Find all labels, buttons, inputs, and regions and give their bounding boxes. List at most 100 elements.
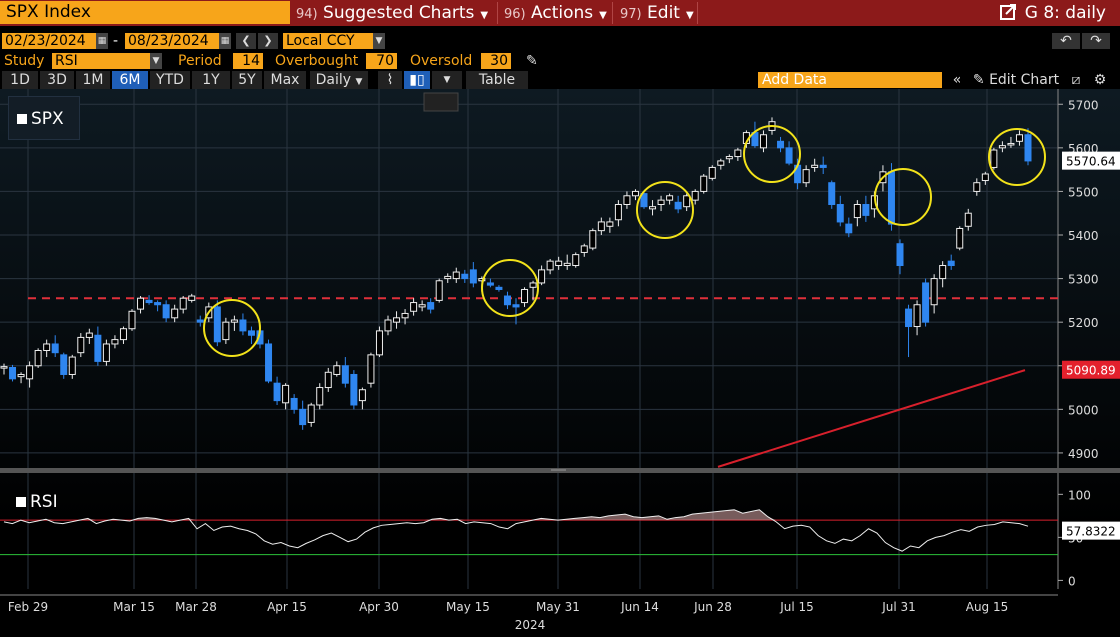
- actions-menu[interactable]: 96) Actions ▼: [504, 2, 607, 24]
- range-button-3d[interactable]: 3D: [40, 71, 74, 89]
- candle-body: [964, 212, 972, 227]
- candle-body: [393, 317, 401, 323]
- candle-body: [572, 254, 580, 267]
- candle-body: [145, 299, 153, 304]
- year-label: 2024: [515, 618, 546, 632]
- settings-gear-icon[interactable]: ⚙: [1090, 71, 1110, 89]
- suggested-charts-menu[interactable]: 94) Suggested Charts ▼: [296, 2, 488, 24]
- calendar-icon[interactable]: ▦: [96, 33, 108, 49]
- candle-body: [819, 164, 827, 168]
- candle-body: [17, 373, 25, 378]
- candle-body: [845, 223, 853, 234]
- candle-body: [521, 288, 529, 304]
- x-tick-label: Jul 15: [779, 600, 814, 614]
- start-date-field[interactable]: 02/23/2024: [2, 33, 96, 49]
- frequency-select[interactable]: Daily ▼: [310, 71, 368, 89]
- candle-body: [538, 269, 546, 284]
- candle-body: [589, 230, 597, 249]
- candle-body: [759, 134, 767, 149]
- candle-body: [290, 397, 298, 410]
- candle-body: [563, 262, 571, 267]
- candle-body: [606, 221, 614, 227]
- x-tick-label: Apr 15: [267, 600, 307, 614]
- undo-icon[interactable]: ↶: [1052, 33, 1080, 49]
- table-button[interactable]: Table: [466, 71, 528, 89]
- x-tick-label: Aug 15: [966, 600, 1009, 614]
- pop-out-icon[interactable]: [999, 3, 1017, 21]
- chart-type-dropdown-icon[interactable]: ▼: [432, 71, 462, 89]
- study-field[interactable]: RSI: [52, 53, 150, 69]
- candle-body: [990, 149, 998, 168]
- prev-period-button[interactable]: ❮: [236, 33, 256, 49]
- study-label: Study: [4, 53, 45, 69]
- oversold-field[interactable]: 30: [481, 53, 511, 69]
- candle-body: [469, 269, 477, 284]
- annotate-icon[interactable]: ⧄: [1066, 71, 1086, 89]
- line-chart-icon[interactable]: ⌇: [378, 71, 402, 89]
- candle-body: [802, 169, 810, 184]
- window-label: G 8: daily: [1024, 3, 1106, 23]
- range-button-max[interactable]: Max: [264, 71, 306, 89]
- candle-body: [546, 260, 554, 271]
- edit-chart-button[interactable]: ✎ Edit Chart: [970, 71, 1062, 89]
- candle-body: [213, 306, 221, 343]
- period-field[interactable]: 14: [233, 53, 263, 69]
- redo-icon[interactable]: ↷: [1082, 33, 1110, 49]
- divider: [612, 2, 613, 24]
- study-row: Study RSI ▼ Period 14 Overbought 70 Over…: [0, 52, 1120, 70]
- candle-chart-icon[interactable]: ▮▯: [404, 71, 430, 89]
- candle-body: [239, 319, 247, 332]
- candle-body: [691, 190, 699, 201]
- range-button-1m[interactable]: 1M: [76, 71, 110, 89]
- pencil-icon[interactable]: ✎: [526, 53, 538, 69]
- candle-body: [265, 343, 273, 382]
- x-tick-label: Jun 14: [620, 600, 659, 614]
- candle-body: [657, 199, 665, 205]
- candle-body: [734, 149, 742, 158]
- range-button-ytd[interactable]: YTD: [150, 71, 190, 89]
- candle-body: [273, 382, 281, 402]
- legend-swatch: [17, 114, 27, 124]
- candle-body: [862, 203, 870, 216]
- x-tick-label: Apr 30: [359, 600, 399, 614]
- y-tick-label: 5400: [1068, 229, 1099, 243]
- candle-body: [230, 319, 238, 323]
- candle-body: [137, 297, 145, 310]
- candle-body: [1007, 142, 1015, 146]
- calendar-icon[interactable]: ▦: [219, 33, 231, 49]
- candle-body: [0, 366, 8, 369]
- candle-body: [529, 282, 537, 288]
- rsi-value-label: 57.8322: [1066, 525, 1116, 539]
- x-tick-label: Jul 31: [881, 600, 916, 614]
- rsi-tick-label: 0: [1068, 574, 1076, 588]
- next-period-button[interactable]: ❯: [258, 33, 278, 49]
- price-chart[interactable]: 4900500051005200530054005500560057005570…: [0, 89, 1120, 637]
- range-button-1y[interactable]: 1Y: [192, 71, 230, 89]
- candle-body: [486, 282, 494, 286]
- currency-dropdown-icon[interactable]: ▼: [373, 33, 385, 49]
- y-tick-label: 5300: [1068, 273, 1099, 287]
- candle-body: [956, 227, 964, 249]
- range-button-5y[interactable]: 5Y: [232, 71, 262, 89]
- edit-menu[interactable]: 97) Edit ▼: [620, 2, 694, 24]
- period-label: Period: [178, 53, 222, 69]
- candle-body: [478, 278, 486, 282]
- rsi-tick-label: 100: [1068, 488, 1091, 502]
- candle-body: [77, 336, 85, 354]
- range-button-6m[interactable]: 6M: [112, 71, 148, 89]
- candle-body: [828, 182, 836, 205]
- study-dropdown-icon[interactable]: ▼: [150, 53, 162, 69]
- collapse-icon[interactable]: «: [946, 71, 968, 89]
- x-tick-label: May 15: [446, 600, 490, 614]
- ticker-field[interactable]: SPX Index: [0, 1, 290, 24]
- candle-body: [555, 260, 563, 267]
- overbought-field[interactable]: 70: [366, 53, 397, 69]
- oversold-label: Oversold: [410, 53, 473, 69]
- add-data-input[interactable]: Add Data: [758, 72, 942, 88]
- candle-body: [68, 356, 76, 375]
- x-tick-label: Mar 28: [175, 600, 217, 614]
- end-date-field[interactable]: 08/23/2024: [125, 33, 219, 49]
- range-button-1d[interactable]: 1D: [2, 71, 38, 89]
- currency-field[interactable]: Local CCY: [283, 33, 373, 49]
- candle-body: [666, 195, 674, 201]
